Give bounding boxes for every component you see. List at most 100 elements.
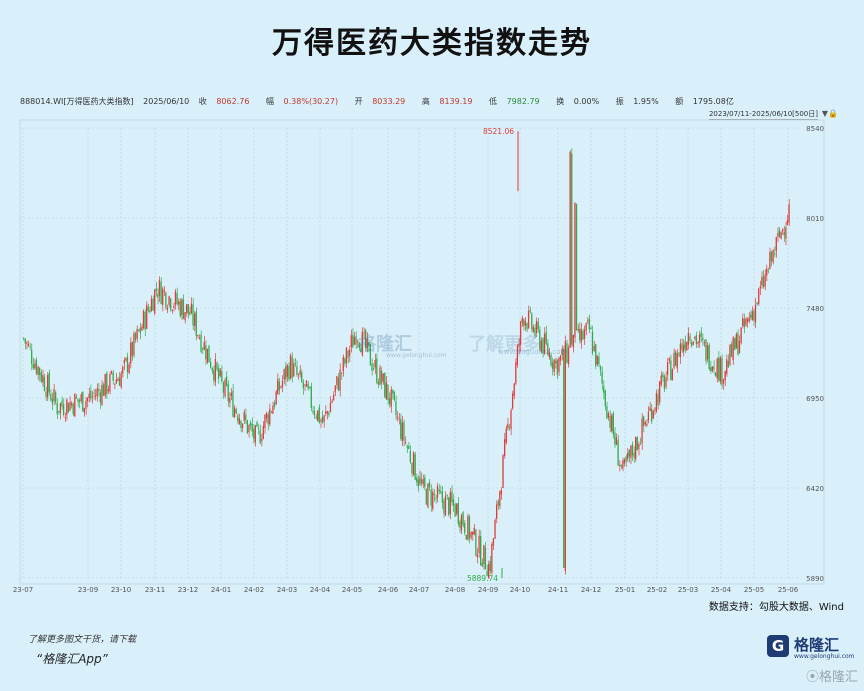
candle-body bbox=[209, 361, 212, 368]
candle-body bbox=[310, 386, 312, 408]
candle-body bbox=[134, 332, 137, 341]
candle-body bbox=[144, 311, 146, 330]
candle-body bbox=[785, 227, 787, 239]
candle-body bbox=[440, 491, 442, 493]
candlestick-chart: 5890 6420 6950 7480 8010 8540 23-07 23-09 23-10 2… bbox=[13, 119, 825, 594]
candle-body bbox=[519, 321, 522, 345]
candle-body bbox=[117, 379, 119, 382]
candle-body bbox=[187, 304, 189, 314]
candle-body bbox=[232, 390, 234, 417]
candle-body bbox=[619, 465, 621, 466]
x-tick-label: 24-06 bbox=[378, 586, 399, 594]
candle-body bbox=[665, 377, 667, 387]
candle-body bbox=[508, 426, 511, 428]
candle-body bbox=[767, 270, 769, 272]
candle-body bbox=[649, 407, 651, 411]
candle-body bbox=[446, 494, 448, 496]
candle-body bbox=[758, 288, 760, 304]
candle-body bbox=[344, 358, 346, 364]
candle-body bbox=[350, 335, 352, 348]
candle-body bbox=[317, 410, 319, 421]
candle-body bbox=[107, 389, 109, 392]
amount-field: 额 1795.08亿 bbox=[675, 97, 734, 106]
candle-body bbox=[32, 364, 34, 369]
candle-body bbox=[706, 345, 709, 360]
candle-body bbox=[75, 396, 78, 399]
candle-body bbox=[774, 253, 776, 255]
candle-body bbox=[495, 504, 498, 519]
candle-body bbox=[249, 422, 252, 426]
candle-body bbox=[256, 422, 258, 427]
candle-body bbox=[358, 342, 360, 348]
candle-body bbox=[727, 360, 729, 367]
candle-body bbox=[579, 328, 581, 341]
candle-body bbox=[515, 362, 517, 384]
candle-body bbox=[558, 358, 560, 372]
candle-body bbox=[197, 335, 199, 336]
candle-body bbox=[355, 336, 357, 345]
candle-body bbox=[80, 394, 82, 402]
candle-body bbox=[61, 400, 63, 407]
candle-body bbox=[51, 398, 54, 404]
candle-body bbox=[473, 527, 475, 535]
candle-body bbox=[352, 335, 354, 348]
candle-body bbox=[464, 522, 466, 533]
candle-body bbox=[524, 320, 527, 326]
candle-body bbox=[340, 372, 343, 374]
candle-body bbox=[24, 338, 26, 344]
candle-body bbox=[671, 369, 674, 381]
candle-body bbox=[348, 349, 351, 356]
candle-body bbox=[548, 352, 550, 358]
candle-body bbox=[99, 392, 101, 403]
candle-body bbox=[494, 520, 496, 539]
candle-body bbox=[393, 391, 395, 400]
candle-body bbox=[176, 293, 178, 305]
candle-body bbox=[572, 334, 574, 348]
lock-icon[interactable]: 🔒 bbox=[828, 109, 838, 118]
candle-body bbox=[457, 503, 459, 524]
candle-body bbox=[165, 292, 167, 308]
candle-body bbox=[400, 419, 402, 439]
candle-body bbox=[401, 422, 403, 441]
candle-body bbox=[353, 336, 356, 345]
candle-body bbox=[443, 500, 445, 514]
candle-body bbox=[285, 366, 287, 380]
candle-body bbox=[438, 489, 440, 492]
candle-body bbox=[408, 446, 410, 449]
candle-body bbox=[206, 348, 209, 363]
candle-body bbox=[193, 313, 196, 326]
candle-body bbox=[35, 360, 38, 374]
candle-body bbox=[185, 304, 188, 314]
candle-body bbox=[146, 304, 148, 329]
candle-body bbox=[50, 394, 52, 401]
candle-body bbox=[663, 375, 666, 390]
candle-body bbox=[248, 425, 250, 433]
candle-body bbox=[722, 379, 725, 384]
candle-body bbox=[531, 313, 533, 330]
candle-body bbox=[157, 294, 159, 298]
candle-body bbox=[126, 356, 129, 373]
candle-body bbox=[139, 327, 141, 333]
candle-body bbox=[101, 384, 103, 405]
candle-body bbox=[611, 415, 613, 432]
candle-body bbox=[104, 374, 106, 396]
candle-body bbox=[102, 384, 105, 396]
candle-body bbox=[451, 491, 453, 502]
dropdown-triangle-icon[interactable]: ▼ bbox=[821, 109, 828, 118]
candle-body bbox=[523, 319, 525, 326]
candle-body bbox=[130, 342, 132, 364]
candle-body bbox=[428, 482, 431, 488]
candle-body bbox=[430, 489, 432, 506]
x-tick-label: 23-10 bbox=[111, 586, 131, 594]
candle-body bbox=[497, 501, 499, 506]
candle-body bbox=[604, 390, 606, 407]
candle-body bbox=[120, 373, 122, 388]
candle-body bbox=[211, 367, 213, 371]
candle-body bbox=[708, 345, 710, 369]
candle-body bbox=[507, 423, 509, 429]
candle-body bbox=[69, 402, 71, 411]
candle-body bbox=[775, 236, 777, 252]
candle-body bbox=[222, 382, 225, 393]
candle-body bbox=[201, 348, 204, 350]
candle-body bbox=[86, 397, 89, 402]
